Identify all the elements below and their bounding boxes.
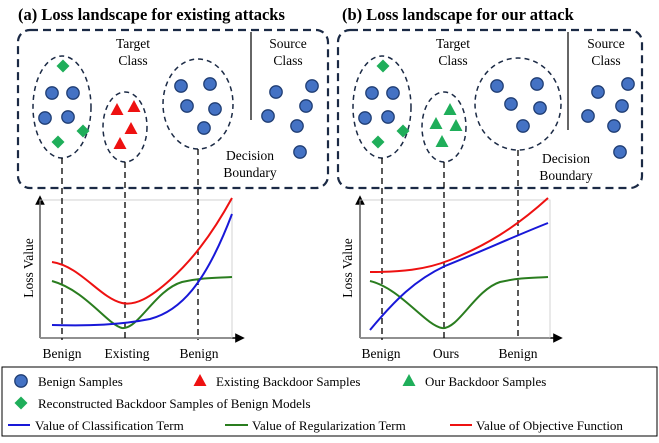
panel-b-sample-box: [336, 28, 644, 190]
panel-b: (b) Loss landscape for our attack Target…: [336, 5, 644, 361]
panel-a-source-label-2: Class: [273, 53, 302, 68]
panel-b-objective-curve: [369, 197, 549, 273]
panel-a-x-label-1: Benign: [43, 346, 82, 361]
existing-backdoor-sample-icon: [113, 137, 127, 149]
benign-sample-icon: [197, 121, 211, 135]
reconstructed-sample-icon: [396, 124, 410, 138]
benign-sample-icon: [305, 79, 319, 93]
legend-benign-samples: Benign Samples: [38, 374, 123, 389]
benign-sample-icon: [607, 119, 621, 133]
panel-a-source-label-1: Source: [269, 36, 307, 51]
panel-a-objective-curve: [51, 197, 233, 305]
panel-a: (a) Loss landscape for existing attacks …: [16, 5, 330, 361]
benign-sample-icon: [613, 145, 627, 159]
panel-b-cluster-right: [474, 57, 562, 151]
benign-sample-icon: [180, 99, 194, 113]
reconstructed-sample-icon: [56, 59, 70, 73]
our-backdoor-sample-icon: [429, 117, 443, 129]
panel-a-classification-curve: [51, 213, 233, 327]
legend-box: [1, 366, 658, 437]
panel-b-target-label-2: Class: [438, 53, 467, 68]
benign-sample-icon: [516, 119, 530, 133]
benign-sample-icon: [581, 109, 595, 123]
panel-a-x-label-3: Benign: [180, 346, 219, 361]
existing-backdoor-sample-icon: [110, 103, 124, 115]
panel-b-x-label-3: Benign: [499, 346, 538, 361]
panel-b-title: (b) Loss landscape for our attack: [342, 5, 575, 24]
blue-circle-icon: [14, 374, 28, 388]
benign-sample-icon: [504, 97, 518, 111]
benign-sample-icon: [358, 111, 372, 125]
panel-b-plot-frame: [359, 199, 551, 339]
benign-sample-icon: [269, 85, 283, 99]
legend-classification-term: Value of Classification Term: [35, 418, 184, 433]
our-backdoor-sample-icon: [449, 119, 463, 131]
benign-sample-icon: [530, 77, 544, 91]
legend-reconstructed: Reconstructed Backdoor Samples of Benign…: [38, 396, 311, 411]
benign-sample-icon: [203, 77, 217, 91]
panel-a-title: (a) Loss landscape for existing attacks: [18, 5, 285, 24]
panel-a-cluster-middle: [102, 91, 148, 163]
panel-b-target-label-1: Target: [436, 36, 470, 51]
existing-backdoor-sample-icon: [124, 122, 138, 134]
panel-a-boundary-label-2: Boundary: [223, 165, 276, 180]
panel-a-plot-frame: [39, 199, 233, 339]
existing-backdoor-sample-icon: [127, 100, 141, 112]
panel-a-target-label-1: Target: [116, 36, 150, 51]
benign-sample-icon: [293, 145, 307, 159]
benign-sample-icon: [38, 111, 52, 125]
legend: Benign Samples Existing Backdoor Samples…: [1, 366, 658, 437]
panel-a-regularization-curve: [51, 276, 233, 329]
benign-sample-icon: [490, 79, 504, 93]
panel-b-x-label-1: Benign: [362, 346, 401, 361]
benign-sample-icon: [621, 77, 635, 91]
panel-b-boundary-label-1: Decision: [542, 151, 590, 166]
reconstructed-sample-icon: [76, 124, 90, 138]
panel-b-x-label-2: Ours: [433, 346, 459, 361]
benign-sample-icon: [174, 79, 188, 93]
benign-sample-icon: [66, 86, 80, 100]
benign-sample-icon: [208, 102, 222, 116]
panel-a-y-axis-label: Loss Value: [21, 238, 36, 297]
benign-sample-icon: [386, 86, 400, 100]
benign-sample-icon: [381, 110, 395, 124]
panel-b-y-axis-label: Loss Value: [340, 238, 355, 297]
reconstructed-sample-icon: [376, 59, 390, 73]
legend-existing-backdoor: Existing Backdoor Samples: [216, 374, 360, 389]
benign-sample-icon: [299, 99, 313, 113]
benign-sample-icon: [591, 85, 605, 99]
benign-sample-icon: [533, 101, 547, 115]
panel-a-cluster-right: [162, 58, 234, 150]
benign-sample-icon: [365, 86, 379, 100]
legend-our-backdoor: Our Backdoor Samples: [425, 374, 546, 389]
benign-sample-icon: [45, 86, 59, 100]
panel-b-regularization-curve: [369, 276, 549, 329]
benign-sample-icon: [615, 99, 629, 113]
reconstructed-sample-icon: [371, 135, 385, 149]
reconstructed-sample-icon: [51, 135, 65, 149]
red-triangle-icon: [193, 374, 207, 386]
panel-a-target-label-2: Class: [118, 53, 147, 68]
our-backdoor-sample-icon: [435, 135, 449, 147]
legend-regularization-term: Value of Regularization Term: [252, 418, 406, 433]
legend-objective-function: Value of Objective Function: [476, 418, 623, 433]
panel-a-sample-box: [16, 28, 330, 190]
green-triangle-icon: [402, 374, 416, 386]
benign-sample-icon: [261, 109, 275, 123]
panel-b-boundary-label-2: Boundary: [539, 168, 592, 183]
panel-b-classification-curve: [369, 222, 549, 331]
panel-b-source-label-1: Source: [587, 36, 625, 51]
benign-sample-icon: [61, 110, 75, 124]
green-diamond-icon: [14, 396, 28, 410]
panel-b-source-label-2: Class: [591, 53, 620, 68]
panel-a-x-label-2: Existing: [104, 346, 149, 361]
panel-a-boundary-label-1: Decision: [226, 148, 274, 163]
our-backdoor-sample-icon: [443, 103, 457, 115]
benign-sample-icon: [290, 119, 304, 133]
